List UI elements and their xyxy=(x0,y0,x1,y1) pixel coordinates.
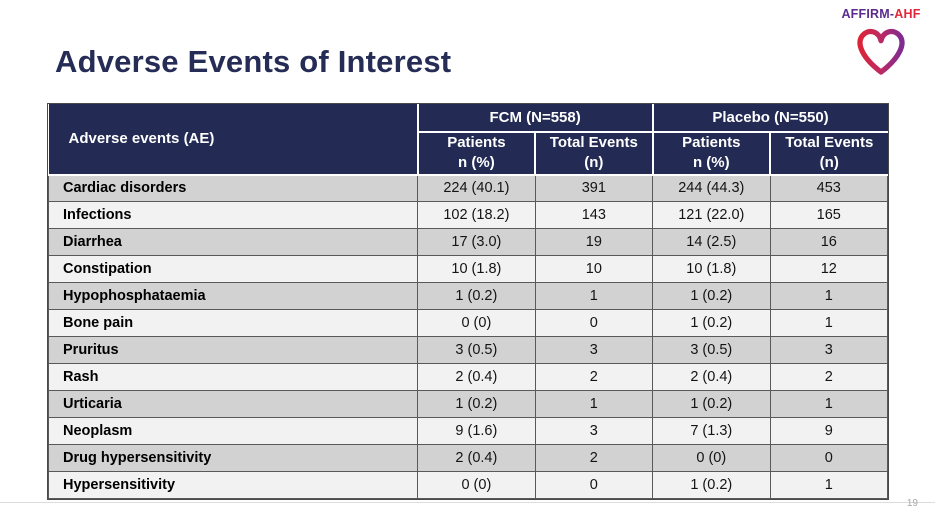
fcm-patients-cell: 2 (0.4) xyxy=(417,444,536,472)
table-row: Cardiac disorders 224 (40.1) 391 244 (44… xyxy=(47,174,889,202)
ae-label: Bone pain xyxy=(47,309,419,337)
placebo-patients-cell: 7 (1.3) xyxy=(652,417,771,445)
fcm-total-events-cell: 3 xyxy=(534,417,654,445)
ae-label: Hypersensitivity xyxy=(47,471,419,499)
table-row: Urticaria 1 (0.2) 1 1 (0.2) 1 xyxy=(47,390,889,418)
table-row: Infections 102 (18.2) 143 121 (22.0) 165 xyxy=(47,201,889,229)
table-sub-header-row: Patients n (%) Total Events (n) Patients… xyxy=(49,131,888,176)
subheader-fcm-total-events: Total Events (n) xyxy=(534,131,654,176)
fcm-patients-cell: 102 (18.2) xyxy=(417,201,536,229)
fcm-patients-cell: 10 (1.8) xyxy=(417,255,536,283)
placebo-total-events-cell: 165 xyxy=(769,201,889,229)
table-row: Pruritus 3 (0.5) 3 3 (0.5) 3 xyxy=(47,336,889,364)
ae-label: Neoplasm xyxy=(47,417,419,445)
ae-label: Drug hypersensitivity xyxy=(47,444,419,472)
page-number: 19 xyxy=(906,498,918,509)
table-row: Hypophosphataemia 1 (0.2) 1 1 (0.2) 1 xyxy=(47,282,889,310)
placebo-total-events-cell: 3 xyxy=(769,336,889,364)
placebo-total-events-cell: 16 xyxy=(769,228,889,256)
fcm-patients-cell: 0 (0) xyxy=(417,309,536,337)
bottom-divider xyxy=(0,502,935,503)
placebo-total-events-cell: 1 xyxy=(769,309,889,337)
table-row: Neoplasm 9 (1.6) 3 7 (1.3) 9 xyxy=(47,417,889,445)
placebo-patients-cell: 14 (2.5) xyxy=(652,228,771,256)
placebo-patients-cell: 1 (0.2) xyxy=(652,309,771,337)
fcm-patients-cell: 1 (0.2) xyxy=(417,282,536,310)
fcm-patients-cell: 17 (3.0) xyxy=(417,228,536,256)
placebo-patients-cell: 0 (0) xyxy=(652,444,771,472)
fcm-patients-cell: 9 (1.6) xyxy=(417,417,536,445)
placebo-patients-cell: 1 (0.2) xyxy=(652,471,771,499)
fcm-patients-cell: 1 (0.2) xyxy=(417,390,536,418)
placebo-patients-cell: 1 (0.2) xyxy=(652,390,771,418)
heart-icon xyxy=(837,22,925,83)
placebo-total-events-cell: 0 xyxy=(769,444,889,472)
placebo-patients-cell: 121 (22.0) xyxy=(652,201,771,229)
logo-text-primary: AFFIRM- xyxy=(841,7,895,21)
ae-label: Urticaria xyxy=(47,390,419,418)
ae-label: Infections xyxy=(47,201,419,229)
logo-wordmark: AFFIRM-AHF xyxy=(837,7,925,21)
placebo-patients-cell: 10 (1.8) xyxy=(652,255,771,283)
ae-label: Cardiac disorders xyxy=(47,174,419,202)
fcm-patients-cell: 2 (0.4) xyxy=(417,363,536,391)
subheader-placebo-patients: Patients n (%) xyxy=(651,131,772,176)
ae-label: Rash xyxy=(47,363,419,391)
corner-header-adverse-events: Adverse events (AE) xyxy=(48,104,419,176)
ae-label: Constipation xyxy=(47,255,419,283)
placebo-patients-cell: 3 (0.5) xyxy=(652,336,771,364)
group-header-fcm: FCM (N=558) xyxy=(416,104,654,133)
logo-text-accent: AHF xyxy=(894,7,921,21)
fcm-patients-cell: 224 (40.1) xyxy=(417,174,536,202)
group-header-placebo: Placebo (N=550) xyxy=(651,104,888,133)
placebo-total-events-cell: 1 xyxy=(769,282,889,310)
fcm-total-events-cell: 391 xyxy=(534,174,654,202)
fcm-patients-cell: 0 (0) xyxy=(417,471,536,499)
placebo-patients-cell: 244 (44.3) xyxy=(652,174,771,202)
adverse-events-table: Adverse events (AE) FCM (N=558) Placebo … xyxy=(47,103,889,500)
affirm-ahf-logo: AFFIRM-AHF xyxy=(837,7,925,83)
subheader-placebo-total-events: Total Events (n) xyxy=(769,131,888,176)
placebo-patients-cell: 2 (0.4) xyxy=(652,363,771,391)
fcm-total-events-cell: 10 xyxy=(534,255,654,283)
placebo-patients-cell: 1 (0.2) xyxy=(652,282,771,310)
page-title: Adverse Events of Interest xyxy=(55,44,452,79)
ae-label: Diarrhea xyxy=(47,228,419,256)
subheader-fcm-patients: Patients n (%) xyxy=(416,131,537,176)
fcm-total-events-cell: 0 xyxy=(534,471,654,499)
table-row: Constipation 10 (1.8) 10 10 (1.8) 12 xyxy=(47,255,889,283)
placebo-total-events-cell: 12 xyxy=(769,255,889,283)
placebo-total-events-cell: 453 xyxy=(769,174,889,202)
fcm-total-events-cell: 143 xyxy=(534,201,654,229)
placebo-total-events-cell: 2 xyxy=(769,363,889,391)
placebo-total-events-cell: 9 xyxy=(769,417,889,445)
table-row: Drug hypersensitivity 2 (0.4) 2 0 (0) 0 xyxy=(47,444,889,472)
placebo-total-events-cell: 1 xyxy=(769,390,889,418)
fcm-total-events-cell: 1 xyxy=(534,390,654,418)
table-row: Diarrhea 17 (3.0) 19 14 (2.5) 16 xyxy=(47,228,889,256)
table-row: Rash 2 (0.4) 2 2 (0.4) 2 xyxy=(47,363,889,391)
fcm-total-events-cell: 19 xyxy=(534,228,654,256)
fcm-total-events-cell: 3 xyxy=(534,336,654,364)
fcm-patients-cell: 3 (0.5) xyxy=(417,336,536,364)
table-group-header-row: Adverse events (AE) FCM (N=558) Placebo … xyxy=(48,104,888,176)
table-row: Hypersensitivity 0 (0) 0 1 (0.2) 1 xyxy=(47,471,889,499)
fcm-total-events-cell: 2 xyxy=(534,363,654,391)
table-row: Bone pain 0 (0) 0 1 (0.2) 1 xyxy=(47,309,889,337)
fcm-total-events-cell: 2 xyxy=(534,444,654,472)
fcm-total-events-cell: 0 xyxy=(534,309,654,337)
placebo-total-events-cell: 1 xyxy=(769,471,889,499)
ae-label: Pruritus xyxy=(47,336,419,364)
fcm-total-events-cell: 1 xyxy=(534,282,654,310)
ae-label: Hypophosphataemia xyxy=(47,282,419,310)
